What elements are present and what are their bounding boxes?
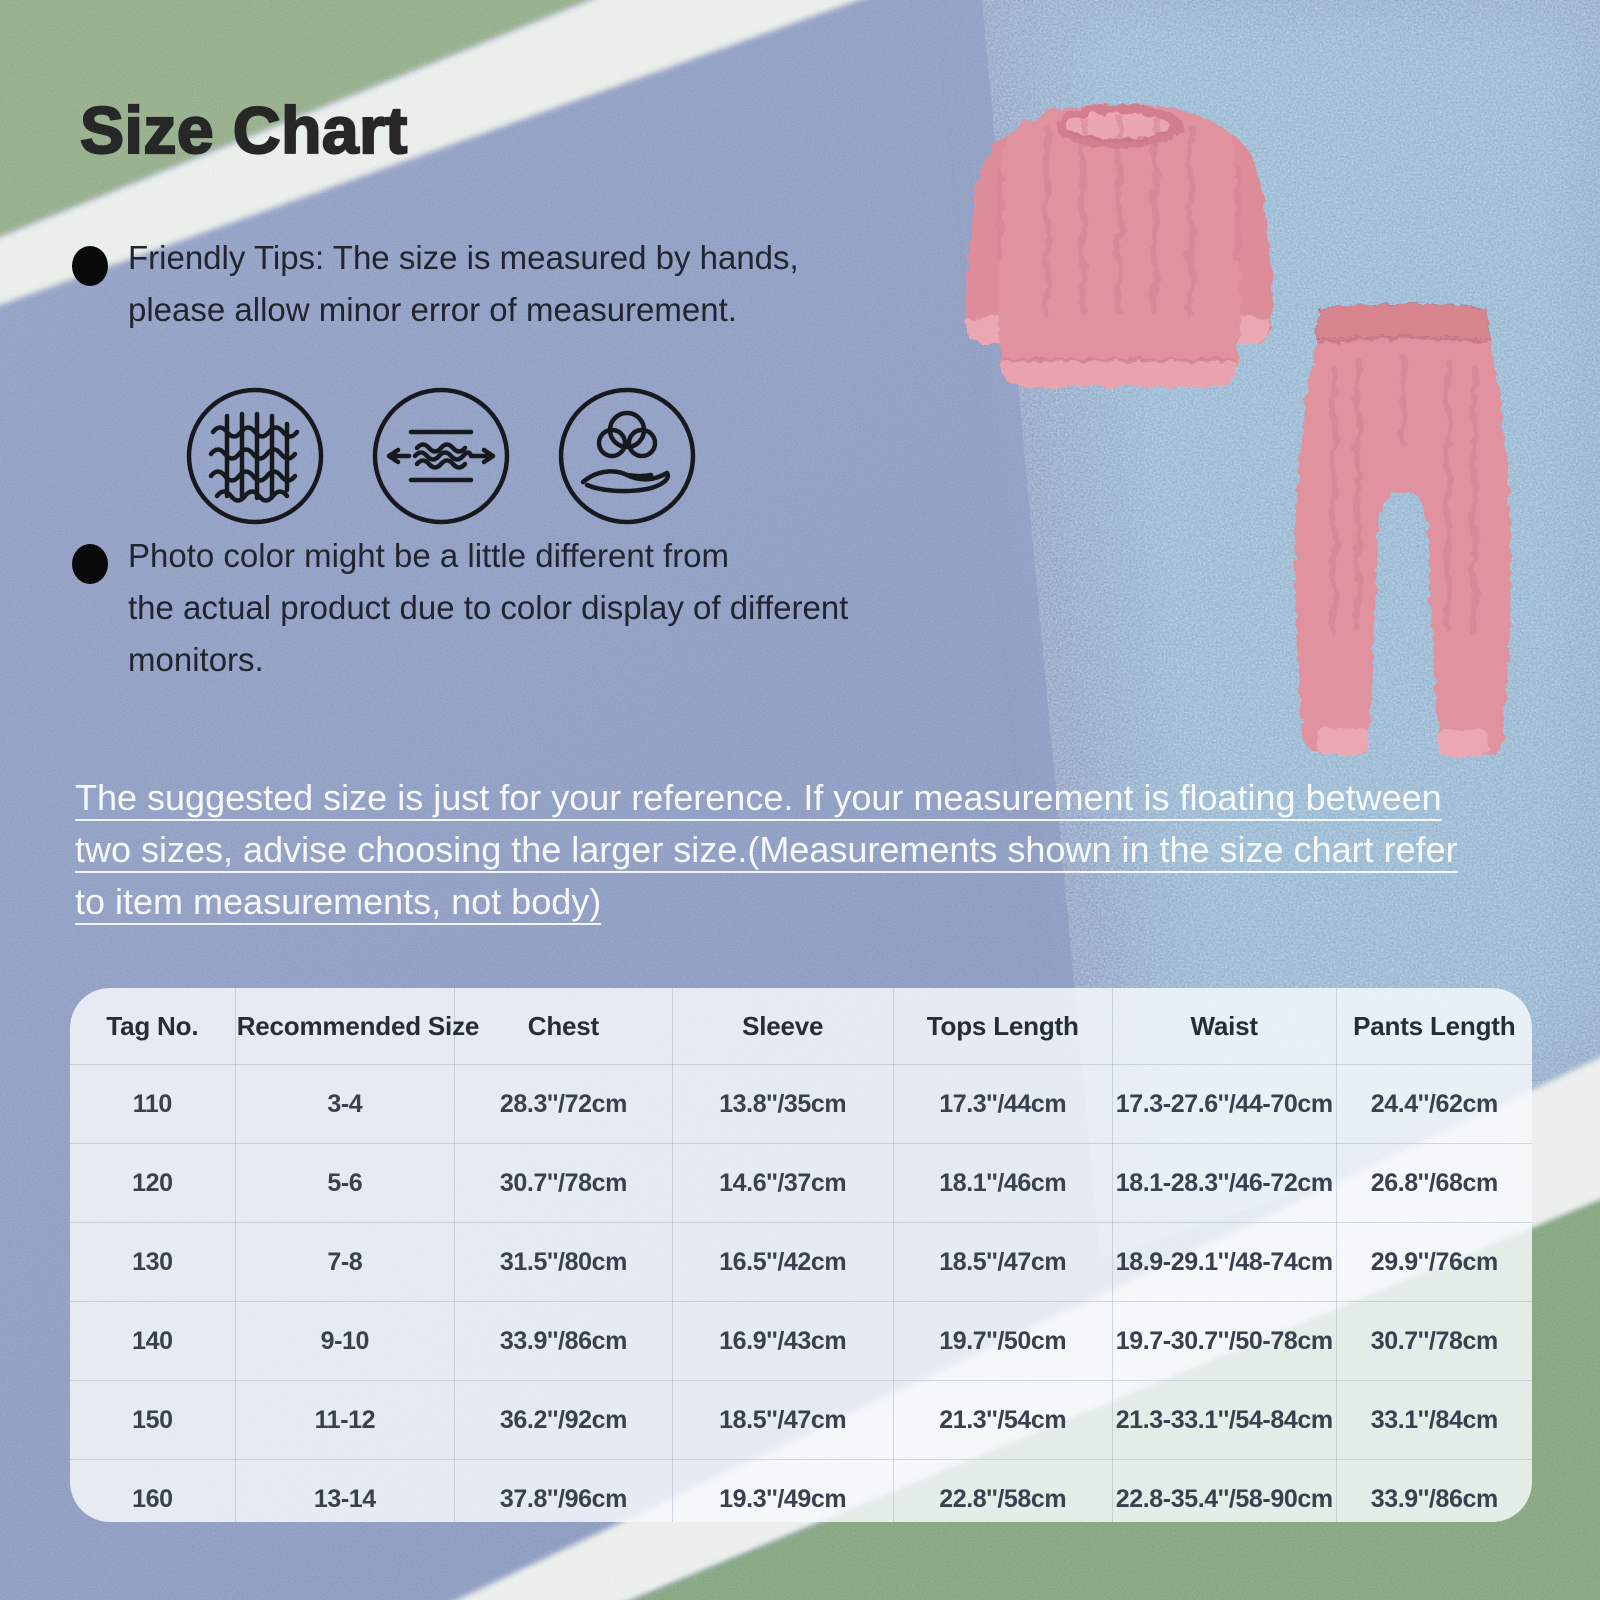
cell: 17.3-27.6''/44-70cm: [1111, 1064, 1337, 1144]
cell: 21.3''/54cm: [892, 1380, 1113, 1460]
cell: 3-4: [234, 1064, 456, 1144]
cell: 36.2''/92cm: [454, 1380, 673, 1460]
cell: 18.1-28.3''/46-72cm: [1111, 1143, 1337, 1223]
cell: 30.7''/78cm: [454, 1143, 673, 1223]
size-reference-note: The suggested size is just for your refe…: [75, 772, 1458, 928]
cell: 33.1''/84cm: [1335, 1380, 1532, 1460]
cell: 140: [70, 1301, 236, 1381]
note-line: to item measurements, not body): [75, 881, 602, 922]
table-row: 130 7-8 31.5''/80cm 16.5''/42cm 18.5''/4…: [70, 1222, 1532, 1302]
cell: 19.3''/49cm: [671, 1459, 894, 1522]
cell: 14.6''/37cm: [671, 1143, 894, 1223]
feature-icons-row: [185, 386, 697, 526]
tip-line: Friendly Tips: The size is measured by h…: [128, 239, 799, 276]
size-table: Tag No. Recommended Size Chest Sleeve To…: [70, 988, 1532, 1522]
cell: 19.7''/50cm: [892, 1301, 1113, 1381]
page-title: Size Chart: [79, 92, 408, 168]
cell: 17.3''/44cm: [892, 1064, 1113, 1144]
cotton-soft-icon: [558, 387, 696, 525]
woven-fabric-icon: [186, 387, 324, 525]
bullet-icon: [72, 544, 108, 584]
header-waist: Waist: [1111, 988, 1337, 1065]
cell: 19.7-30.7''/50-78cm: [1111, 1301, 1337, 1381]
table-header-row: Tag No. Recommended Size Chest Sleeve To…: [70, 988, 1532, 1065]
header-sleeve: Sleeve: [671, 988, 894, 1065]
cell: 22.8-35.4''/58-90cm: [1111, 1459, 1337, 1522]
table-row: 160 13-14 37.8''/96cm 19.3''/49cm 22.8''…: [70, 1459, 1532, 1522]
cell: 7-8: [234, 1222, 456, 1302]
cell: 18.5''/47cm: [671, 1380, 894, 1460]
cell: 5-6: [234, 1143, 456, 1223]
cell: 31.5''/80cm: [454, 1222, 673, 1302]
table-row: 150 11-12 36.2''/92cm 18.5''/47cm 21.3''…: [70, 1380, 1532, 1460]
cell: 120: [70, 1143, 236, 1223]
header-recommended-size: Recommended Size: [234, 988, 479, 1065]
cell: 26.8''/68cm: [1335, 1143, 1532, 1223]
cell: 110: [70, 1064, 236, 1144]
note-line: The suggested size is just for your refe…: [75, 777, 1442, 818]
cell: 18.1''/46cm: [892, 1143, 1113, 1223]
cell: 9-10: [234, 1301, 456, 1381]
cell: 29.9''/76cm: [1335, 1222, 1532, 1302]
cell: 22.8''/58cm: [892, 1459, 1113, 1522]
cell: 150: [70, 1380, 236, 1460]
tip-line: monitors.: [128, 641, 264, 678]
tip-line: please allow minor error of measurement.: [128, 291, 737, 328]
header-pants-length: Pants Length: [1335, 988, 1532, 1065]
cell: 24.4''/62cm: [1335, 1064, 1532, 1144]
note-line: two sizes, advise choosing the larger si…: [75, 829, 1458, 870]
size-table-grid: Tag No. Recommended Size Chest Sleeve To…: [70, 988, 1532, 1522]
cell: 18.9-29.1''/48-74cm: [1111, 1222, 1337, 1302]
pajama-pants-image: [1295, 303, 1511, 756]
cell: 16.5''/42cm: [671, 1222, 894, 1302]
table-row: 120 5-6 30.7''/78cm 14.6''/37cm 18.1''/4…: [70, 1143, 1532, 1223]
pajama-top-image: [965, 104, 1273, 387]
photo-color-tip-text: Photo color might be a little different …: [128, 530, 848, 686]
tip-line: Photo color might be a little different …: [128, 537, 730, 574]
table-row: 110 3-4 28.3''/72cm 13.8''/35cm 17.3''/4…: [70, 1064, 1532, 1144]
table-row: 140 9-10 33.9''/86cm 16.9''/43cm 19.7''/…: [70, 1301, 1532, 1381]
header-tops-length: Tops Length: [892, 988, 1113, 1065]
cell: 33.9''/86cm: [454, 1301, 673, 1381]
cell: 28.3''/72cm: [454, 1064, 673, 1144]
cell: 30.7''/78cm: [1335, 1301, 1532, 1381]
cell: 13-14: [234, 1459, 456, 1522]
cell: 130: [70, 1222, 236, 1302]
friendly-tips-text: Friendly Tips: The size is measured by h…: [128, 232, 799, 336]
cell: 160: [70, 1459, 236, 1522]
cell: 16.9''/43cm: [671, 1301, 894, 1381]
cell: 18.5''/47cm: [892, 1222, 1113, 1302]
tip-line: the actual product due to color display …: [128, 589, 849, 626]
header-chest: Chest: [454, 988, 673, 1065]
cell: 33.9''/86cm: [1335, 1459, 1532, 1522]
cell: 21.3-33.1''/54-84cm: [1111, 1380, 1337, 1460]
cell: 13.8''/35cm: [671, 1064, 894, 1144]
cell: 37.8''/96cm: [454, 1459, 673, 1522]
bullet-icon: [72, 246, 108, 286]
header-tag-no: Tag No.: [70, 988, 236, 1065]
breathable-stretch-icon: [372, 387, 510, 525]
cell: 11-12: [234, 1380, 456, 1460]
